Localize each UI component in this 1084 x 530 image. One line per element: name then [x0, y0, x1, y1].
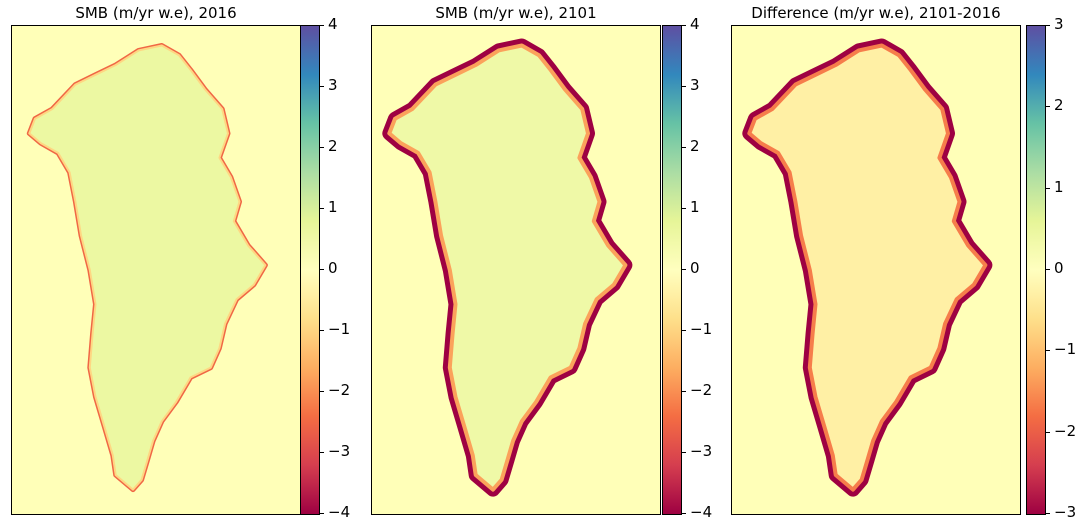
colorbar-tick-label: 2 — [1054, 98, 1064, 113]
map-svg — [732, 26, 1020, 514]
colorbar-tick-mark — [1046, 513, 1050, 514]
colorbar-tick-mark — [1046, 432, 1050, 433]
colorbar-tick-label: 0 — [1054, 261, 1064, 276]
greenland-map — [731, 25, 1021, 515]
colorbar-tick-mark — [1046, 269, 1050, 270]
colorbar-tick-label: 3 — [1054, 17, 1064, 32]
panel-title: Difference (m/yr w.e), 2101-2016 — [732, 4, 1020, 22]
colorbar-tick-mark — [1046, 188, 1050, 189]
colorbar — [1026, 25, 1046, 515]
colorbar-tick-label: 1 — [1054, 180, 1064, 195]
colorbar-tick-mark — [1046, 25, 1050, 26]
colorbar-tick-label: −3 — [1054, 505, 1076, 520]
colorbar-tick-mark — [1046, 106, 1050, 107]
colorbar-tick-label: −2 — [1054, 424, 1076, 439]
colorbar-tick-mark — [1046, 350, 1050, 351]
colorbar-tick-label: −1 — [1054, 342, 1076, 357]
